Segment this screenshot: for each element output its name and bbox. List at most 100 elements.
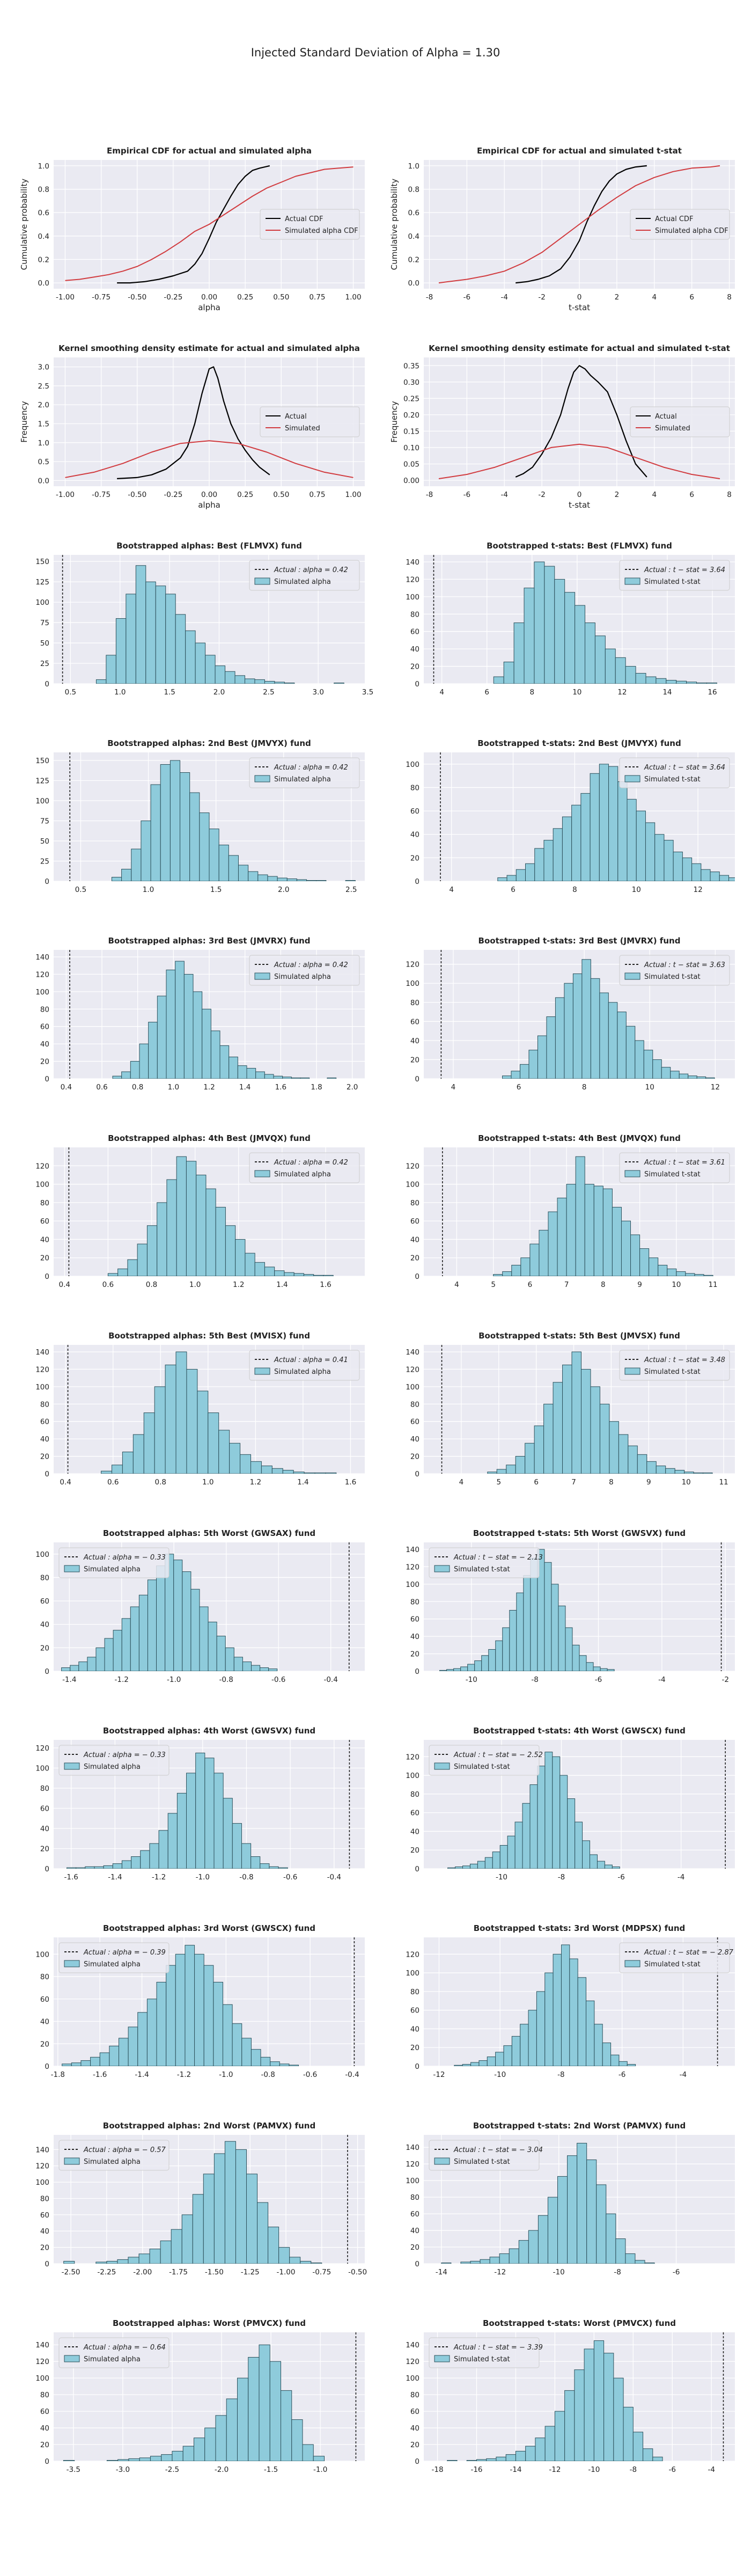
histogram-bar: [251, 1856, 261, 1869]
histogram-bar: [76, 1867, 86, 1869]
y-tick-label: 60: [410, 2407, 419, 2416]
histogram-bar: [286, 879, 297, 881]
x-tick-label: -4: [708, 2465, 715, 2474]
legend-box: [619, 1152, 730, 1183]
legend: Actual : alpha = 0.41 Simulated alpha: [249, 1350, 360, 1381]
x-tick-label: 2.0: [278, 885, 289, 894]
histogram-bar: [515, 2450, 526, 2461]
y-tick-label: 1.0: [38, 439, 49, 448]
y-tick-label: 120: [35, 970, 49, 979]
y-tick-label: 40: [40, 1040, 49, 1049]
legend-box: [630, 406, 730, 437]
legend-patch-swatch: [624, 577, 640, 585]
histogram-bar: [666, 680, 677, 684]
x-tick-label: 9: [646, 1478, 651, 1487]
x-axis-label: alpha: [198, 303, 220, 312]
y-tick-label: 0: [45, 2062, 49, 2071]
x-tick-label: 0.4: [61, 1083, 72, 1092]
legend-entry-label: Simulated alpha: [274, 973, 331, 981]
y-tick-label: 20: [410, 1254, 419, 1263]
histogram-bar: [208, 1621, 217, 1671]
histogram-bar: [284, 682, 295, 684]
x-tick-label: 6: [534, 1478, 539, 1487]
x-tick-label: 4: [652, 491, 657, 499]
legend-box: [429, 2337, 540, 2368]
histogram-bar: [460, 1666, 468, 1671]
histogram-bar: [271, 1468, 283, 1474]
y-tick-label: 100: [406, 979, 419, 988]
histogram-bar: [300, 2260, 312, 2264]
histogram-bar: [617, 781, 628, 881]
histogram-bar: [257, 874, 268, 881]
histogram-bar: [605, 648, 616, 684]
y-tick-label: 60: [410, 1418, 419, 1426]
legend: Actual : alpha = − 0.39 Simulated alpha: [58, 1942, 170, 1973]
legend: Actual : alpha = 0.42 Simulated alpha: [249, 1152, 360, 1183]
y-tick-label: 0: [45, 2260, 49, 2268]
histogram-bar: [186, 1773, 196, 1869]
y-tick-label: 0.35: [403, 362, 419, 370]
legend: Actual : t − stat = − 3.39 Simulated t-st…: [429, 2337, 543, 2368]
y-tick-label: 0.10: [403, 444, 419, 452]
histogram-bar: [205, 1188, 216, 1276]
legend-entry-label: Simulated t-stat: [644, 1368, 701, 1376]
legend-box: [58, 1745, 170, 1776]
x-tick-label: -6: [669, 2465, 676, 2474]
series-line: [438, 443, 720, 479]
histogram-bar: [279, 2063, 290, 2066]
chart-panel: 0.4 0.6 0.8 1.0 1.2 1.4 1.6 0 20 40 60 80 100 120 Boot…: [35, 1133, 365, 1289]
histogram-bar: [104, 1638, 114, 1671]
x-tick-label: 1.0: [168, 1083, 179, 1092]
histogram-bar: [306, 880, 317, 881]
y-tick-label: 40: [40, 1235, 49, 1244]
histogram-bar: [261, 1465, 273, 1474]
x-tick-label: -1.8: [51, 2070, 65, 2079]
y-tick-label: 0.5: [38, 458, 49, 466]
histogram-bar: [674, 1470, 685, 1474]
y-tick-label: 40: [40, 1825, 49, 1833]
y-tick-label: 0: [415, 1470, 419, 1479]
plot-marks: [65, 165, 354, 284]
histogram-bar: [156, 1565, 166, 1671]
y-tick-label: 0: [415, 1865, 419, 1874]
histogram-bar: [109, 2045, 119, 2066]
y-tick-label: 100: [406, 2374, 419, 2383]
chart-panel: -1.00 -0.75 -0.50 -0.25 0.00 0.25 0.50 0.75 1.00…: [19, 146, 365, 312]
x-tick-label: 6: [517, 1083, 521, 1092]
histogram-bar: [610, 2054, 620, 2066]
legend-entry-label: Actual : alpha = − 0.33: [83, 1751, 166, 1759]
x-tick-label: -2: [538, 491, 545, 499]
legend-box: [619, 757, 730, 788]
histogram-bar: [636, 810, 646, 881]
legend-entry-label: Actual : alpha = 0.42: [274, 764, 348, 772]
legend-entry-label: Simulated alpha: [84, 1565, 141, 1574]
plot-marks: [67, 1345, 337, 1474]
histogram-bar: [300, 1077, 310, 1079]
histogram-bar: [525, 863, 535, 881]
y-tick-label: 50: [40, 837, 49, 846]
histogram-bar: [446, 1669, 454, 1671]
x-tick-label: -10: [588, 2465, 600, 2474]
legend: Actual : alpha = − 0.57 Simulated alpha: [58, 2140, 170, 2171]
histogram-bar: [176, 1792, 187, 1869]
x-tick-label: -0.50: [128, 491, 146, 499]
x-tick-label: 6: [689, 491, 694, 499]
histogram-bar: [495, 2052, 504, 2066]
histogram-bar: [267, 876, 278, 881]
histogram-bar: [228, 855, 239, 881]
histogram-bar: [554, 579, 565, 684]
histogram-bar: [63, 2460, 75, 2461]
histogram-bar: [478, 2060, 488, 2066]
histogram-bar: [488, 1649, 496, 1671]
histogram-bar: [635, 2260, 645, 2264]
histogram-bar: [525, 2446, 536, 2461]
histogram-bar: [646, 1461, 657, 1474]
y-tick-label: 120: [406, 2160, 419, 2169]
x-tick-label: -8: [531, 1675, 538, 1684]
histogram-bar: [289, 2065, 299, 2066]
histogram-bar: [477, 1861, 485, 1869]
y-tick-label: 0: [45, 877, 49, 886]
chart-title: Bootstrapped t-stats: 3rd Best (JMVRX) f…: [478, 936, 681, 946]
y-axis-label: Frequency: [19, 401, 29, 443]
histogram-bar: [572, 1644, 580, 1671]
